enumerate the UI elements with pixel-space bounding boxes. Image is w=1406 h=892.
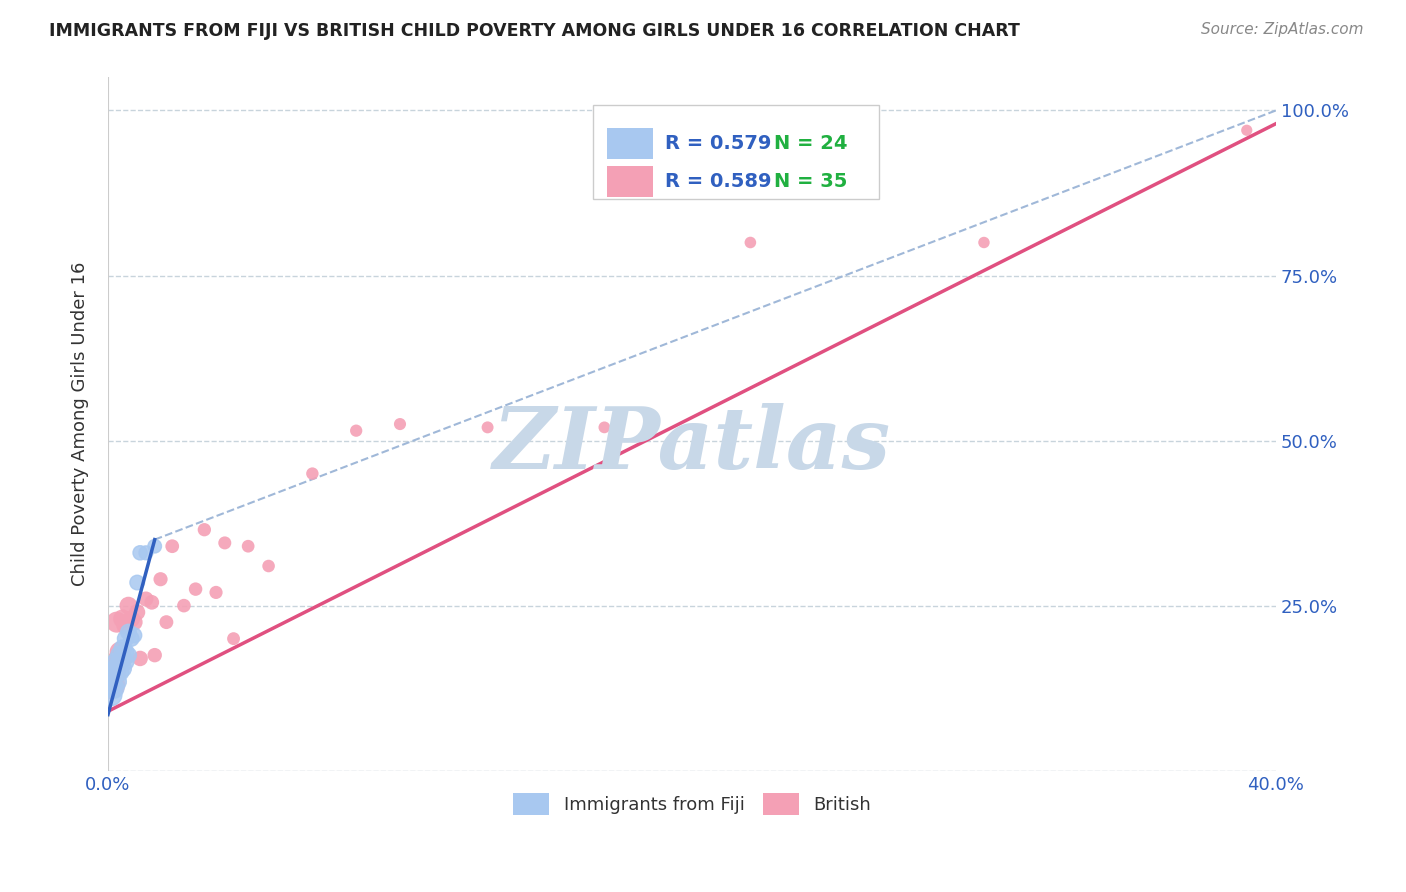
- Point: [114, 618, 136, 632]
- Point: [108, 645, 131, 659]
- Point: [105, 674, 128, 689]
- Point: [127, 605, 149, 619]
- Point: [120, 632, 142, 646]
- Text: N = 35: N = 35: [773, 172, 846, 191]
- Y-axis label: Child Poverty Among Girls Under 16: Child Poverty Among Girls Under 16: [72, 262, 89, 586]
- Point: [155, 615, 177, 629]
- Point: [111, 651, 134, 665]
- Point: [214, 536, 236, 550]
- Point: [103, 665, 125, 679]
- Point: [477, 420, 499, 434]
- Text: N = 24: N = 24: [773, 134, 848, 153]
- Text: R = 0.579: R = 0.579: [665, 134, 772, 153]
- Point: [173, 599, 195, 613]
- Point: [160, 539, 183, 553]
- Point: [105, 655, 128, 669]
- Point: [740, 235, 762, 250]
- Point: [108, 648, 131, 662]
- Point: [1236, 123, 1258, 137]
- Text: Source: ZipAtlas.com: Source: ZipAtlas.com: [1201, 22, 1364, 37]
- Point: [117, 625, 139, 640]
- Point: [388, 417, 411, 431]
- Point: [127, 575, 149, 590]
- Point: [143, 648, 166, 662]
- Point: [114, 655, 136, 669]
- Point: [111, 661, 134, 675]
- Point: [257, 559, 280, 574]
- Point: [108, 655, 131, 669]
- Point: [135, 546, 157, 560]
- Point: [105, 655, 128, 669]
- Point: [103, 668, 125, 682]
- Point: [236, 539, 259, 553]
- Point: [111, 651, 134, 665]
- Point: [105, 615, 128, 629]
- Point: [193, 523, 215, 537]
- Point: [344, 424, 367, 438]
- Point: [114, 645, 136, 659]
- Point: [103, 681, 125, 695]
- Point: [117, 648, 139, 662]
- Point: [222, 632, 245, 646]
- Point: [111, 641, 134, 656]
- Point: [100, 678, 122, 692]
- Point: [149, 572, 172, 586]
- Point: [114, 632, 136, 646]
- Point: [122, 628, 145, 642]
- Text: IMMIGRANTS FROM FIJI VS BRITISH CHILD POVERTY AMONG GIRLS UNDER 16 CORRELATION C: IMMIGRANTS FROM FIJI VS BRITISH CHILD PO…: [49, 22, 1021, 40]
- Point: [100, 688, 122, 702]
- Point: [143, 539, 166, 553]
- Point: [105, 661, 128, 675]
- Point: [108, 665, 131, 679]
- Point: [141, 595, 163, 609]
- Point: [117, 599, 139, 613]
- Point: [135, 592, 157, 607]
- Point: [100, 678, 122, 692]
- FancyBboxPatch shape: [593, 105, 879, 199]
- Point: [122, 615, 145, 629]
- FancyBboxPatch shape: [607, 166, 654, 197]
- Point: [973, 235, 995, 250]
- Point: [129, 546, 152, 560]
- Legend: Immigrants from Fiji, British: Immigrants from Fiji, British: [503, 784, 880, 824]
- Text: R = 0.589: R = 0.589: [665, 172, 772, 191]
- Point: [205, 585, 228, 599]
- FancyBboxPatch shape: [607, 128, 654, 159]
- Text: ZIPatlas: ZIPatlas: [494, 403, 891, 487]
- Point: [593, 420, 616, 434]
- Point: [120, 612, 142, 626]
- Point: [129, 651, 152, 665]
- Point: [301, 467, 323, 481]
- Point: [184, 582, 207, 596]
- Point: [111, 612, 134, 626]
